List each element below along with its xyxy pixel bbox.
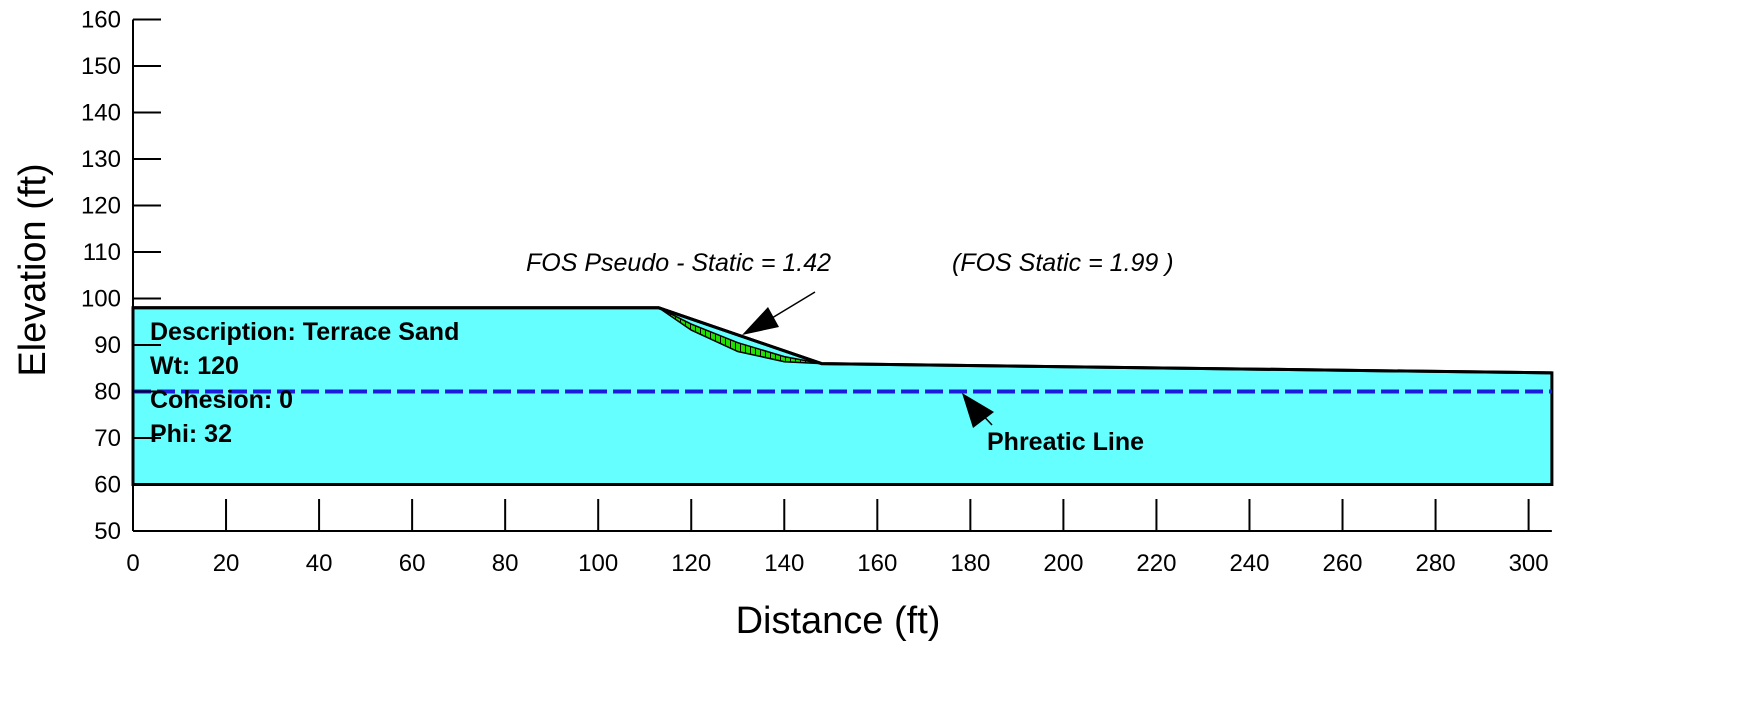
y-tick-label: 90 (94, 332, 121, 359)
x-tick-label: 40 (306, 550, 333, 577)
y-tick-label: 60 (94, 472, 121, 499)
failure-surface-layer (133, 306, 1552, 375)
x-tick-label: 60 (399, 550, 426, 577)
y-tick-label: 120 (81, 193, 121, 220)
x-tick-label: 160 (857, 550, 897, 577)
arrows-layer (742, 291, 994, 428)
y-tick-label: 130 (81, 146, 121, 173)
x-tick-label: 80 (492, 550, 519, 577)
x-tick-label: 300 (1509, 550, 1549, 577)
x-tick-label: 140 (764, 550, 804, 577)
y-tick-label: 80 (94, 379, 121, 406)
fos-arrow-head (742, 307, 779, 335)
y-tick-label: 160 (81, 7, 121, 34)
axes-layer: 50 60 70 80 90 100 110 120 130 140 150 160 0 20 40 60 80… (81, 7, 1552, 577)
y-tick-label: 100 (81, 286, 121, 313)
y-tick-label: 50 (94, 518, 121, 545)
y-tick-label: 110 (83, 239, 121, 266)
material-cohesion: Cohesion: 0 (150, 386, 293, 414)
phreatic-arrow-head (962, 393, 994, 428)
fos-static-label: (FOS Static = 1.99 ) (952, 249, 1174, 277)
x-tick-label: 120 (671, 550, 711, 577)
fos-pseudo-static-label: FOS Pseudo - Static = 1.42 (526, 249, 831, 277)
material-weight: Wt: 120 (150, 352, 239, 380)
x-tick-label: 200 (1043, 550, 1083, 577)
y-tick-label: 140 (81, 100, 121, 127)
y-tick-label: 150 (81, 53, 121, 80)
material-phi: Phi: 32 (150, 420, 232, 448)
ground-surface-line (133, 306, 1552, 375)
x-tick-label: 220 (1136, 550, 1176, 577)
x-tick-label: 240 (1229, 550, 1269, 577)
x-tick-label: 100 (578, 550, 618, 577)
phreatic-line-label: Phreatic Line (987, 428, 1144, 456)
x-tick-label: 260 (1322, 550, 1362, 577)
material-description: Description: Terrace Sand (150, 318, 459, 346)
x-axis-title: Distance (ft) (736, 600, 941, 642)
fos-arrow-shaft (771, 291, 816, 319)
y-tick-label: 70 (94, 425, 121, 452)
x-tick-label: 280 (1416, 550, 1456, 577)
y-axis-title: Elevation (ft) (12, 163, 54, 376)
x-tick-label: 0 (126, 550, 139, 577)
x-tick-label: 20 (213, 550, 240, 577)
x-tick-label: 180 (950, 550, 990, 577)
